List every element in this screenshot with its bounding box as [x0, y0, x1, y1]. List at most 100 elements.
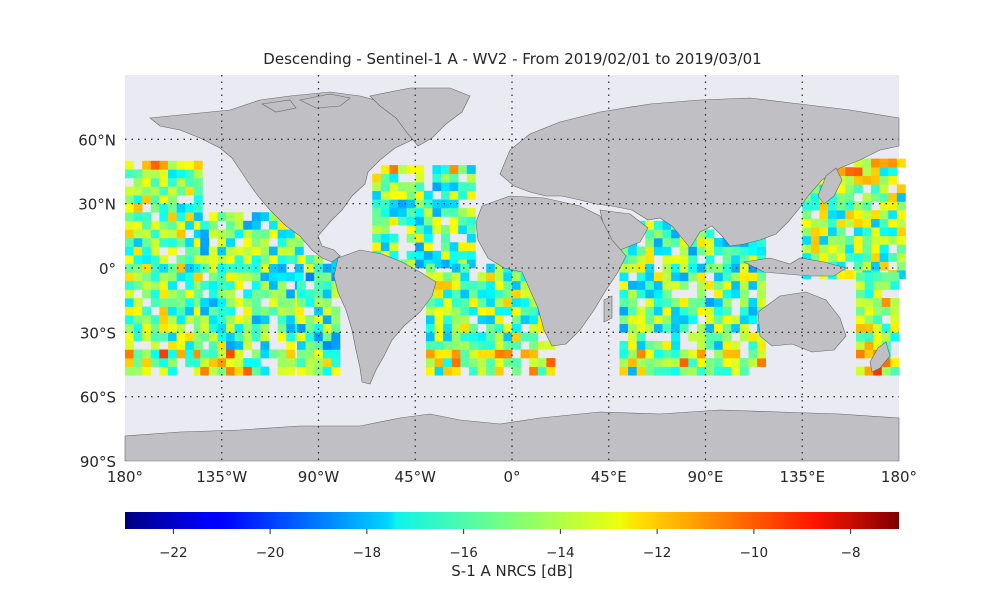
nrcs-cell	[679, 298, 689, 307]
nrcs-cell	[856, 306, 865, 316]
nrcs-cell	[653, 323, 663, 333]
nrcs-cell	[546, 358, 556, 367]
nrcs-cell	[380, 190, 390, 200]
nrcs-cell	[305, 340, 315, 350]
nrcs-cell	[890, 298, 900, 307]
nrcs-cell	[125, 306, 134, 316]
nrcs-cell	[460, 280, 470, 290]
nrcs-cell	[305, 298, 315, 307]
nrcs-cell	[168, 323, 177, 333]
nrcs-cell	[193, 160, 203, 170]
nrcs-cell	[853, 167, 863, 177]
nrcs-cell	[512, 289, 521, 299]
nrcs-cell	[314, 323, 324, 333]
nrcs-cell	[856, 332, 865, 342]
nrcs-cell	[662, 298, 672, 307]
nrcs-cell	[251, 323, 261, 333]
longitude-label: 90°W	[298, 468, 340, 486]
nrcs-cell	[619, 306, 629, 316]
nrcs-cell	[896, 235, 906, 245]
nrcs-cell	[546, 366, 556, 376]
nrcs-cell	[871, 167, 880, 177]
nrcs-cell	[389, 199, 399, 209]
nrcs-cell	[619, 298, 629, 307]
nrcs-cell	[426, 272, 435, 282]
nrcs-cell	[636, 272, 646, 282]
nrcs-cell	[466, 165, 476, 174]
nrcs-cell	[443, 280, 453, 290]
nrcs-cell	[451, 366, 461, 376]
nrcs-cell	[896, 158, 906, 168]
nrcs-cell	[873, 323, 883, 333]
nrcs-cell	[748, 280, 758, 290]
nrcs-cell	[705, 246, 715, 256]
nrcs-cell	[185, 332, 195, 342]
nrcs-cell	[208, 323, 218, 333]
nrcs-cell	[688, 358, 698, 367]
nrcs-cell	[864, 298, 874, 307]
nrcs-cell	[142, 229, 152, 239]
nrcs-cell	[251, 289, 261, 299]
nrcs-cell	[836, 252, 846, 262]
nrcs-cell	[748, 246, 758, 256]
nrcs-cell	[879, 244, 889, 254]
nrcs-cell	[251, 229, 261, 239]
nrcs-cell	[451, 298, 461, 307]
nrcs-cell	[757, 349, 766, 359]
nrcs-cell	[159, 220, 169, 230]
nrcs-cell	[881, 366, 891, 376]
nrcs-cell	[636, 280, 646, 290]
nrcs-cell	[150, 315, 160, 325]
nrcs-cell	[739, 272, 749, 282]
nrcs-cell	[331, 349, 341, 359]
nrcs-cell	[836, 210, 846, 219]
nrcs-cell	[217, 298, 227, 307]
nrcs-cell	[168, 315, 177, 325]
nrcs-cell	[845, 167, 855, 177]
nrcs-cell	[881, 323, 891, 333]
nrcs-cell	[434, 298, 444, 307]
nrcs-cell	[748, 306, 758, 316]
nrcs-cell	[845, 184, 855, 194]
nrcs-cell	[277, 323, 287, 333]
colorbar-tick-label: −16	[449, 545, 478, 561]
nrcs-cell	[529, 358, 539, 367]
nrcs-cell	[879, 210, 889, 219]
nrcs-cell	[810, 227, 820, 237]
nrcs-cell	[133, 306, 143, 316]
longitude-label: 45°W	[395, 468, 437, 486]
nrcs-cell	[269, 349, 278, 359]
nrcs-cell	[193, 169, 203, 179]
nrcs-cell	[460, 298, 470, 307]
nrcs-cell	[432, 199, 442, 209]
nrcs-cell	[862, 227, 872, 237]
nrcs-cell	[159, 263, 169, 273]
nrcs-cell	[671, 280, 680, 290]
nrcs-cell	[176, 289, 186, 299]
nrcs-cell	[529, 323, 539, 333]
nrcs-cell	[200, 315, 210, 325]
nrcs-cell	[494, 280, 504, 290]
nrcs-cell	[819, 210, 829, 219]
nrcs-cell	[426, 349, 435, 359]
nrcs-cell	[297, 366, 306, 376]
nrcs-cell	[873, 306, 883, 316]
nrcs-cell	[125, 298, 134, 307]
nrcs-cell	[133, 229, 143, 239]
nrcs-cell	[619, 263, 629, 273]
nrcs-cell	[415, 250, 425, 260]
nrcs-cell	[234, 366, 244, 376]
nrcs-cell	[451, 263, 461, 273]
colorbar-tick-label: −12	[643, 545, 672, 561]
nrcs-cell	[864, 315, 874, 325]
nrcs-cell	[168, 366, 177, 376]
nrcs-cell	[757, 237, 766, 247]
nrcs-cell	[862, 158, 872, 168]
land-layer	[124, 87, 900, 462]
nrcs-cell	[193, 229, 203, 239]
nrcs-cell	[423, 216, 433, 226]
nrcs-cell	[862, 261, 872, 271]
nrcs-cell	[757, 246, 766, 256]
nrcs-cell	[314, 366, 324, 376]
nrcs-cell	[286, 323, 296, 333]
